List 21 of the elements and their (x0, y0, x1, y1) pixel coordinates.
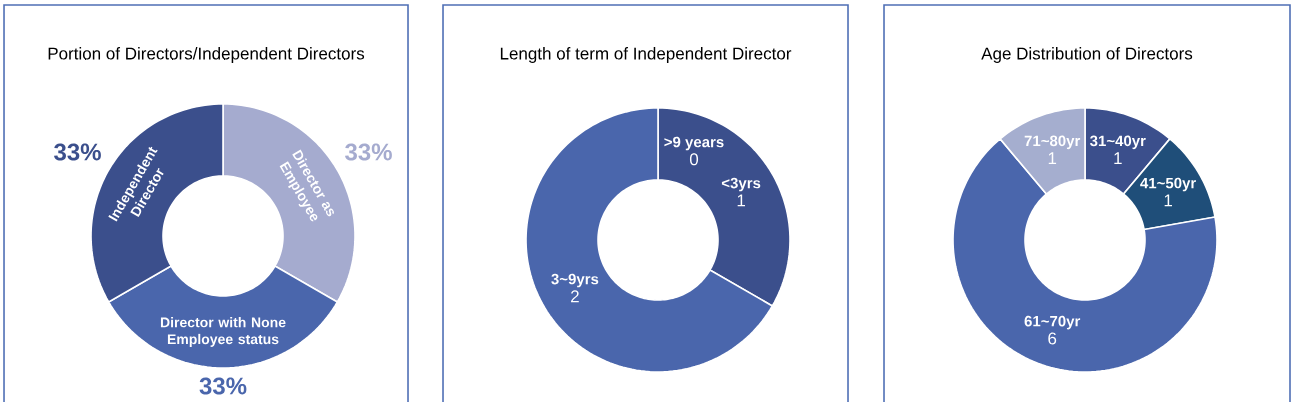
slice-label: 31~40yr (1089, 135, 1146, 150)
data-label: 1 (1048, 152, 1057, 165)
data-label: 33% (345, 143, 392, 161)
chart-title: Length of term of Independent Director (500, 47, 792, 63)
data-label: 1 (737, 194, 745, 207)
slice-label: 71~80yr (1024, 135, 1081, 150)
slice-label: 41~50yr (1140, 177, 1197, 192)
chart-title: Age Distribution of Directors (981, 47, 1193, 63)
slice-label: 61~70yr (1024, 315, 1081, 330)
text: 0 (689, 153, 699, 166)
data-label: 1 (1114, 152, 1122, 165)
slice-label: 3~9yrs (551, 273, 599, 288)
slice-label: <3yrs (721, 177, 761, 192)
category-label: >9 years (664, 136, 724, 151)
data-label: 6 (1048, 332, 1057, 345)
slice-label: Director with None Employee status (160, 317, 286, 347)
data-label: 33% (199, 377, 247, 395)
data-label: 2 (571, 290, 579, 303)
chart-title: Portion of Directors/Independent Directors (48, 47, 365, 63)
data-label: 1 (1164, 194, 1172, 207)
data-label: 33% (54, 143, 101, 161)
